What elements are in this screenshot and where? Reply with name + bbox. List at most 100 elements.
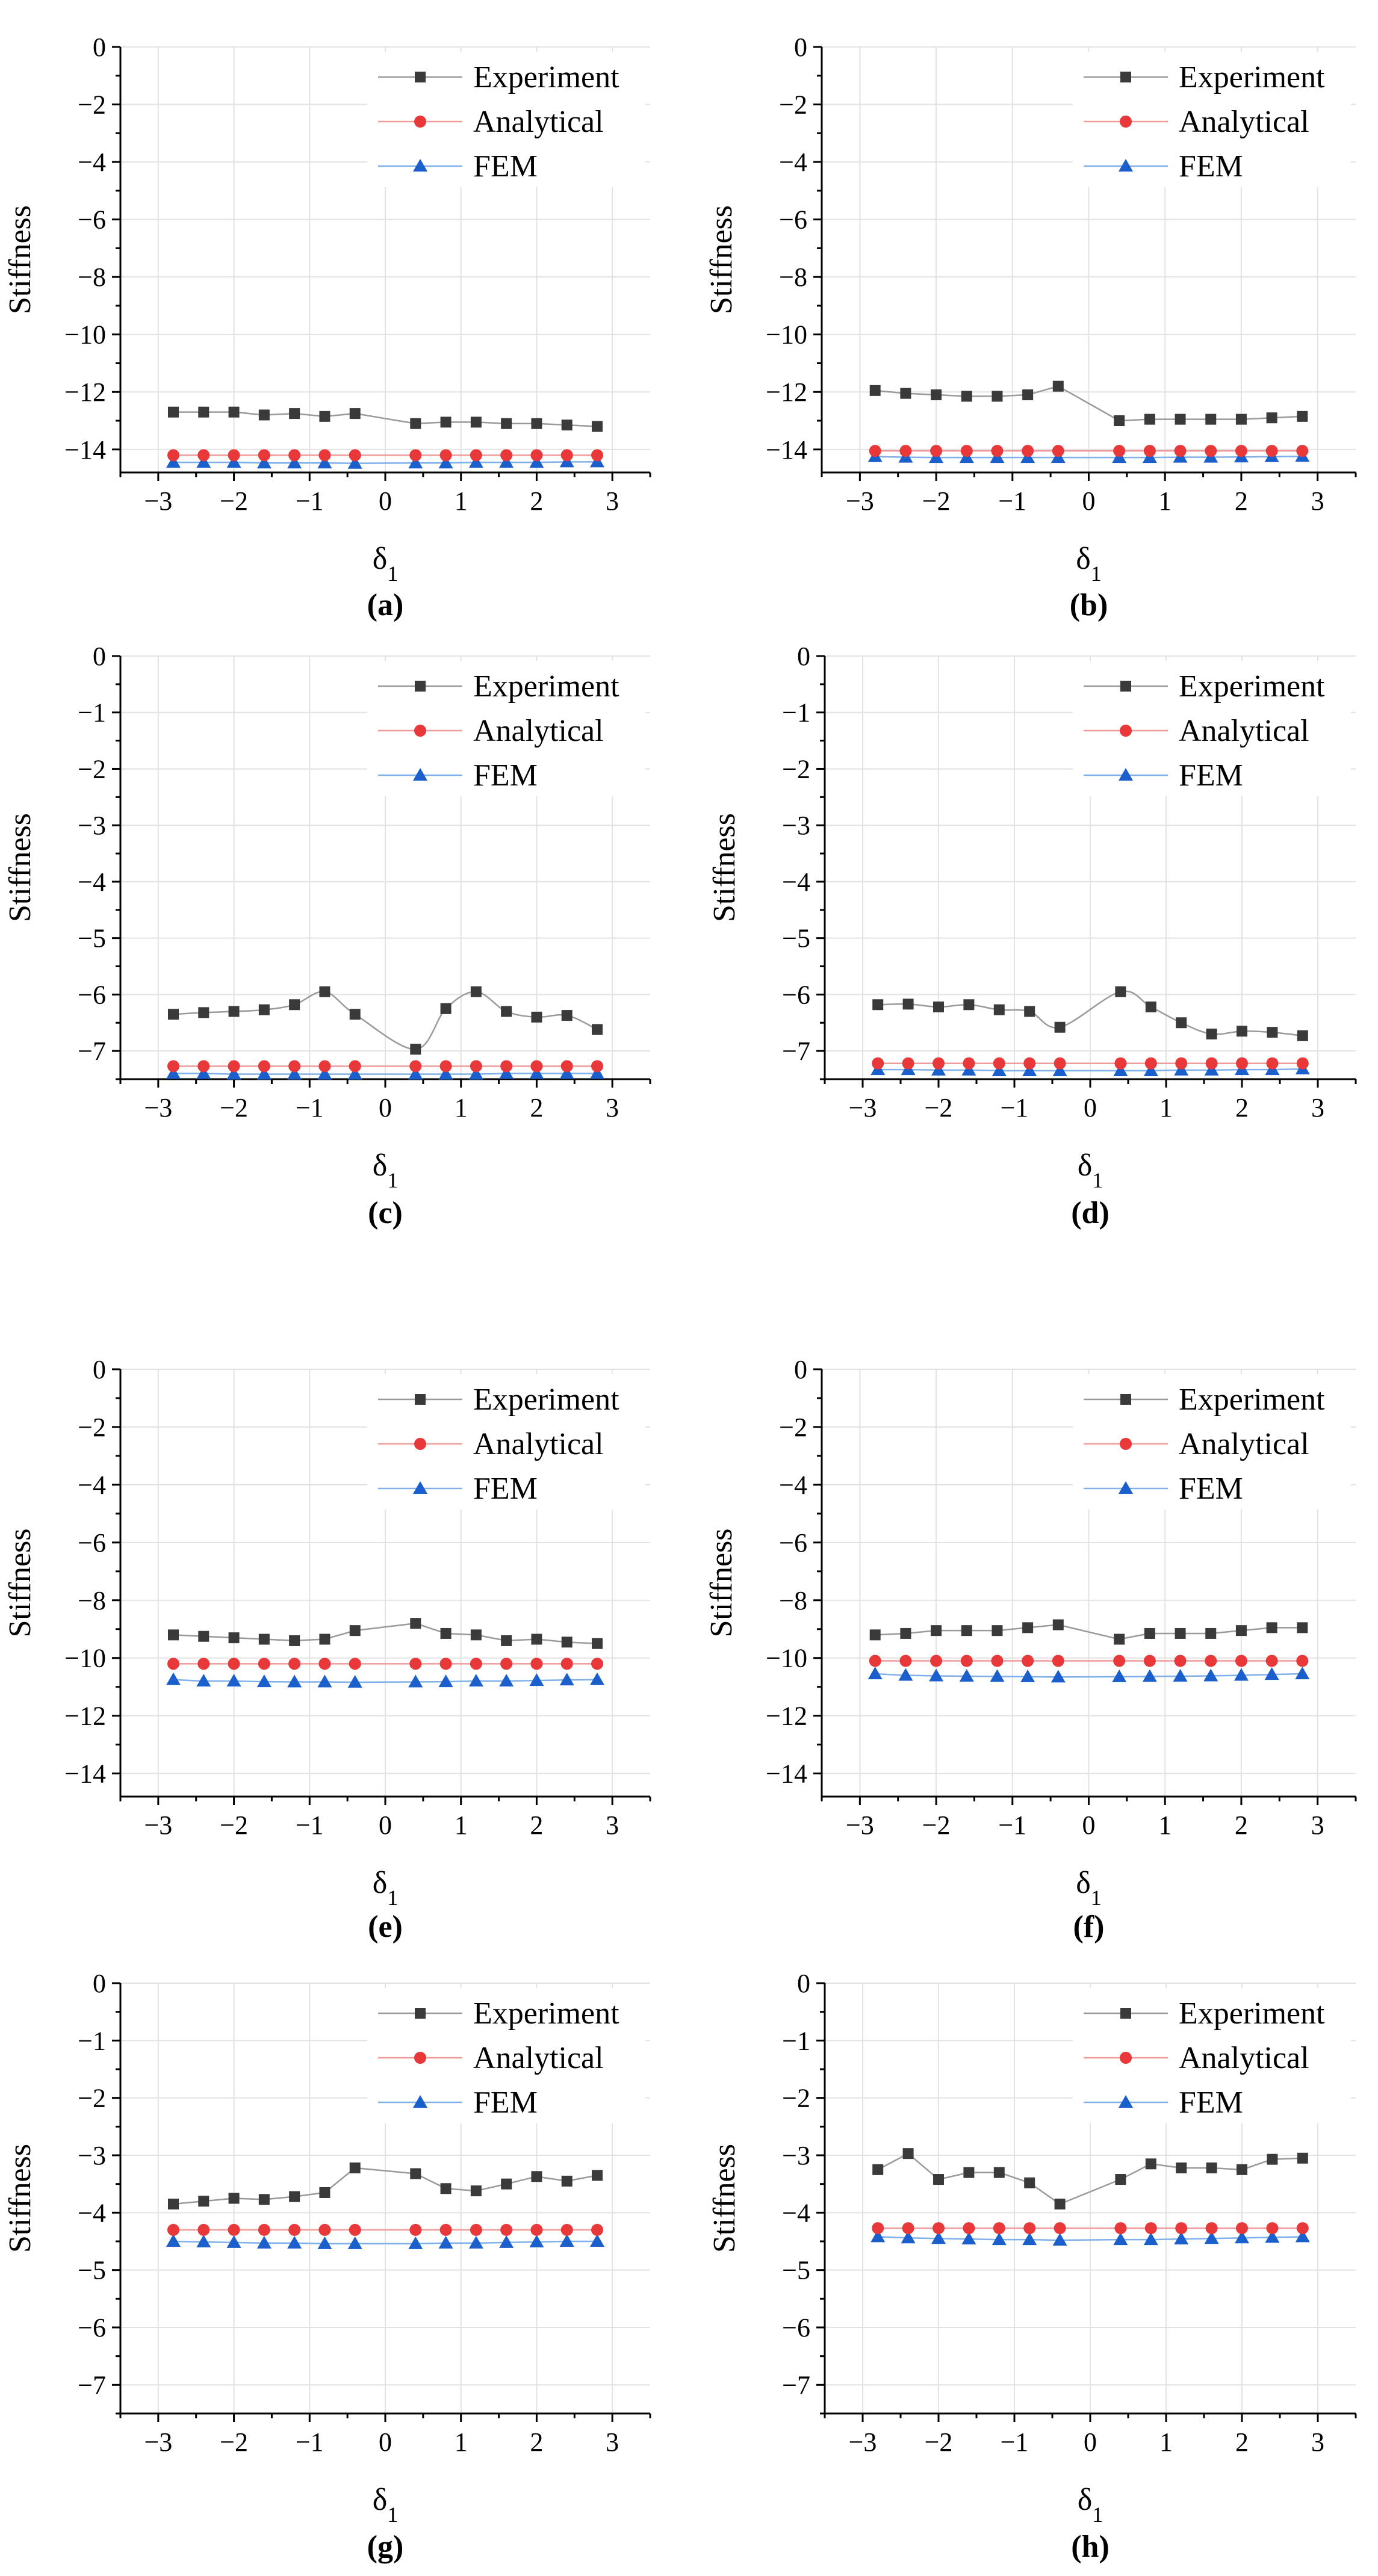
y-tick-label: 0 [794, 1355, 807, 1384]
data-point-analytical [591, 2223, 603, 2236]
data-point-experiment [1114, 1633, 1125, 1645]
data-point-experiment [1022, 1622, 1034, 1633]
data-point-experiment [470, 1629, 482, 1641]
x-tick-label: −1 [296, 486, 324, 516]
data-point-experiment [410, 1044, 421, 1055]
x-tick-label: 3 [606, 1093, 619, 1122]
x-tick-label: −1 [998, 486, 1026, 516]
data-point-analytical [963, 2222, 975, 2235]
y-tick-label: −2 [78, 90, 106, 120]
y-tick-label: 0 [794, 33, 807, 62]
y-tick-label: −2 [779, 1413, 807, 1442]
data-point-fem [408, 456, 423, 469]
data-point-experiment [1052, 380, 1064, 392]
y-tick-label: −2 [779, 90, 807, 120]
y-tick-label: −10 [766, 1644, 807, 1673]
legend-marker-analytical [414, 725, 426, 737]
data-point-fem [317, 2236, 332, 2249]
data-point-analytical [1054, 2222, 1066, 2235]
legend-label-fem: FEM [473, 758, 538, 793]
legend-marker-analytical [414, 1438, 426, 1450]
x-tick-label: 0 [1084, 2427, 1097, 2457]
legend-marker-fem [413, 768, 427, 781]
data-point-analytical [963, 1057, 975, 1070]
y-tick-label: −4 [782, 867, 810, 897]
y-tick-label: −6 [779, 205, 807, 235]
data-point-analytical [500, 1060, 513, 1073]
legend-label-analytical: Analytical [1179, 714, 1309, 748]
data-point-analytical [288, 1658, 301, 1670]
data-point-experiment [1175, 1627, 1186, 1639]
y-tick-label: −4 [78, 147, 106, 177]
data-point-fem [1295, 2229, 1310, 2243]
data-point-fem [287, 1067, 302, 1080]
data-point-experiment [289, 1635, 300, 1646]
x-tick-label: −2 [220, 1093, 248, 1122]
data-point-experiment [258, 1633, 270, 1645]
data-point-fem [226, 2235, 241, 2248]
y-tick-label: −5 [78, 2256, 106, 2285]
data-point-experiment [1266, 1622, 1277, 1633]
data-point-experiment [933, 2174, 944, 2185]
data-point-experiment [1115, 2174, 1126, 2185]
data-point-analytical [930, 445, 943, 457]
data-point-fem [468, 455, 483, 468]
data-point-experiment [1237, 2164, 1247, 2175]
data-point-fem [929, 1668, 944, 1682]
legend-label-analytical: Analytical [473, 2041, 604, 2075]
data-point-analytical [439, 1658, 452, 1670]
y-tick-label: −8 [78, 262, 106, 292]
data-point-experiment [961, 1625, 972, 1636]
x-tick-label: −1 [998, 1810, 1026, 1840]
data-point-analytical [869, 1655, 881, 1667]
data-point-fem [1113, 2232, 1128, 2246]
data-point-analytical [439, 1060, 452, 1073]
y-axis-title: Stiffness [707, 813, 742, 922]
data-point-analytical [1022, 1655, 1034, 1667]
y-tick-label: −6 [78, 205, 106, 235]
y-tick-label: −3 [782, 2141, 810, 2170]
data-point-experiment [531, 418, 542, 429]
data-point-experiment [992, 391, 1003, 402]
legend-marker-analytical [414, 116, 426, 128]
data-point-fem [196, 1674, 211, 1687]
data-point-analytical [1235, 445, 1247, 457]
data-point-fem [256, 2235, 272, 2249]
data-point-fem [317, 1067, 332, 1080]
data-point-experiment [1144, 1627, 1155, 1639]
legend-label-fem: FEM [473, 2085, 538, 2120]
y-tick-label: −3 [78, 2141, 106, 2170]
data-point-analytical [1113, 445, 1126, 457]
x-tick-label: 1 [455, 1093, 468, 1122]
legend-label-experiment: Experiment [473, 1382, 619, 1417]
data-point-fem [1022, 2232, 1037, 2246]
data-point-analytical [470, 449, 482, 462]
y-tick-label: −12 [64, 377, 106, 407]
panel-caption: (a) [367, 588, 404, 622]
data-point-experiment [869, 385, 881, 396]
data-point-fem [992, 1063, 1007, 1076]
data-point-analytical [1143, 445, 1156, 457]
x-axis-title: δ1 [1076, 1866, 1102, 1910]
data-point-analytical [560, 1060, 573, 1073]
x-tick-label: 2 [1235, 2427, 1249, 2457]
y-tick-label: −14 [766, 1759, 807, 1789]
data-point-experiment [1054, 1021, 1066, 1033]
chart-panel-e: ExperimentAnalyticalFEM0−2−4−6−8−10−12−1… [3, 1355, 651, 1944]
data-point-analytical [470, 1060, 482, 1073]
data-point-analytical [228, 449, 240, 462]
data-point-experiment [1054, 2199, 1066, 2210]
data-point-fem [468, 2235, 483, 2249]
data-point-analytical [1266, 1057, 1279, 1070]
data-point-fem [499, 2235, 514, 2248]
data-point-fem [166, 1672, 181, 1685]
legend-label-fem: FEM [1179, 2085, 1243, 2120]
data-point-experiment [1205, 413, 1217, 425]
y-axis-title: Stiffness [3, 2144, 37, 2253]
x-tick-label: 1 [1158, 486, 1172, 516]
y-tick-label: 0 [93, 33, 106, 62]
data-point-analytical [288, 1060, 301, 1073]
y-tick-label: −3 [78, 811, 106, 840]
x-tick-label: 2 [530, 1093, 543, 1122]
legend-marker-fem [1119, 2095, 1133, 2108]
